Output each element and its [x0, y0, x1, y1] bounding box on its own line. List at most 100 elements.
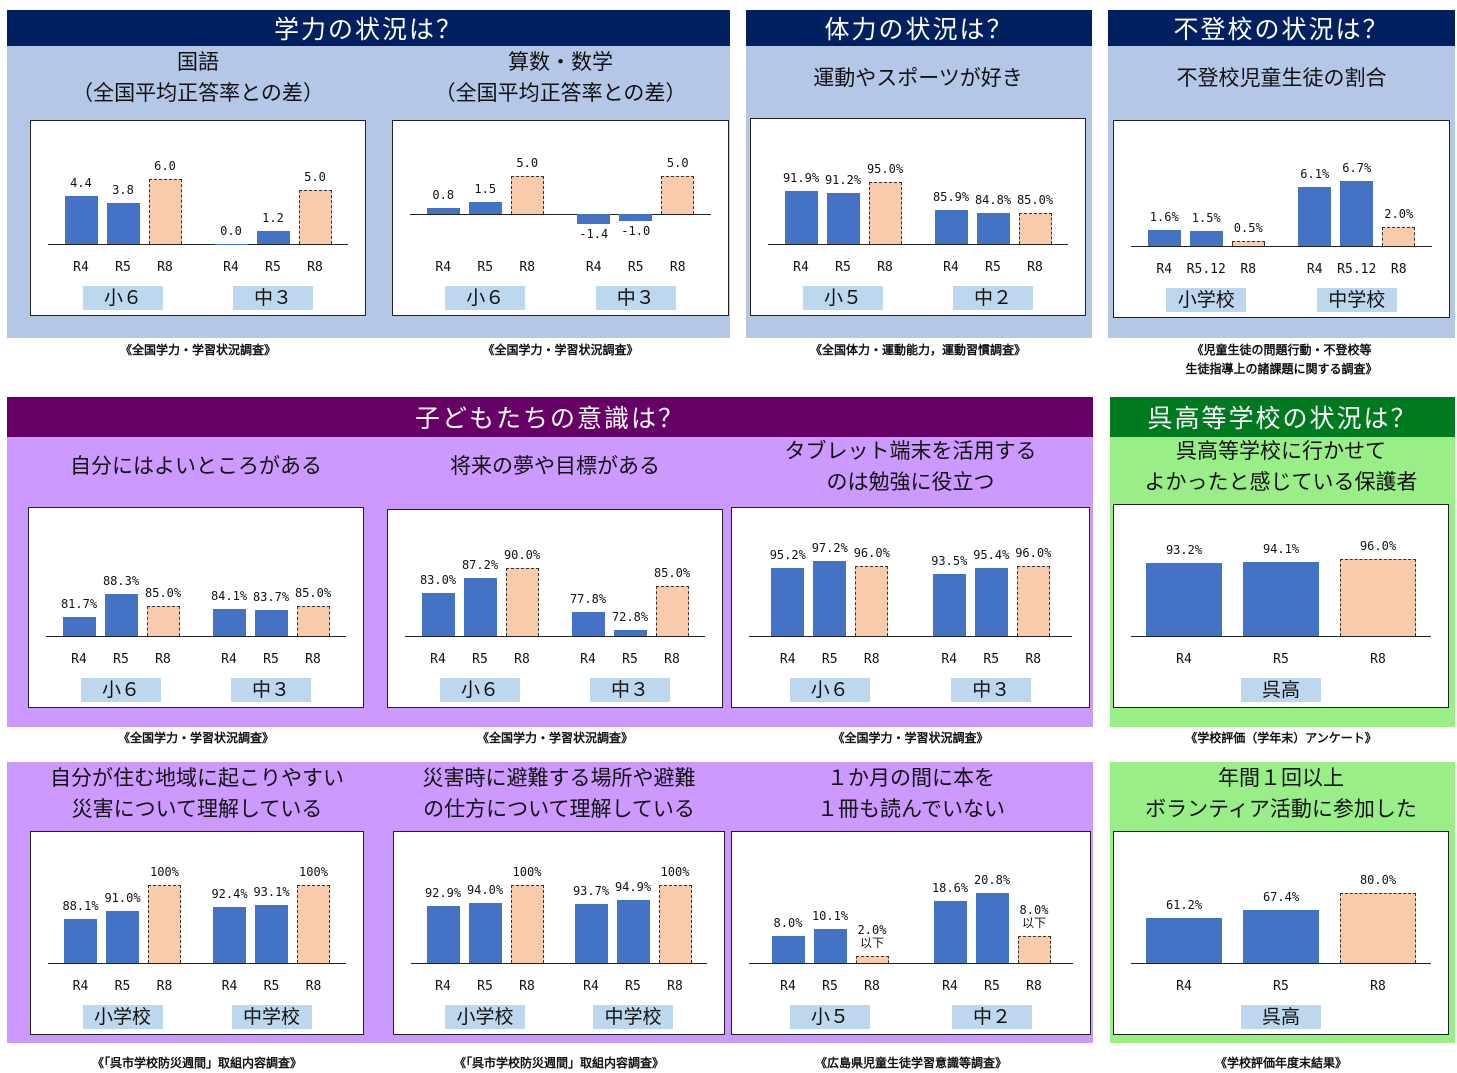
value-label: 80.0%: [1348, 874, 1408, 887]
x-tick-label: R8: [145, 979, 185, 994]
value-label: 3.8: [93, 184, 153, 197]
chart-box: [731, 831, 1091, 1035]
value-label: 94.9%: [603, 881, 663, 894]
x-tick-label: R5: [823, 260, 863, 275]
value-label: 1.2: [243, 212, 303, 225]
x-tick-label: R8: [145, 260, 185, 275]
x-tick-label: R4: [1144, 262, 1184, 277]
chart-title: 不登校児童生徒の割合: [1093, 63, 1457, 94]
axis-line: [410, 214, 711, 215]
bar: [1340, 559, 1416, 636]
group-label: 中３: [590, 678, 670, 702]
value-label: 0.0: [201, 225, 261, 238]
bar: [1340, 893, 1416, 963]
value-label: 85.0%: [1005, 194, 1065, 207]
x-tick-label: R5: [252, 979, 292, 994]
group-label: 中３: [596, 286, 676, 310]
x-tick-label: R8: [655, 979, 695, 994]
value-label: 96.0%: [842, 547, 902, 560]
group-label: 小６: [83, 286, 163, 310]
value-label: -1.0: [606, 225, 666, 238]
bar: [619, 214, 652, 222]
bar: [977, 213, 1010, 244]
bar: [1018, 936, 1051, 963]
value-label: 96.0%: [1348, 540, 1408, 553]
group-label: 中３: [233, 286, 313, 310]
x-tick-label: R4: [571, 979, 611, 994]
bar: [656, 586, 689, 636]
group-label: 小６: [445, 286, 525, 310]
x-tick-label: R4: [211, 260, 251, 275]
bar: [975, 568, 1008, 636]
bar: [856, 956, 889, 963]
x-tick-label: R5: [1261, 979, 1301, 994]
value-label: 100%: [284, 866, 344, 879]
x-tick-label: R5: [103, 979, 143, 994]
bar: [107, 203, 140, 244]
x-tick-label: R4: [423, 260, 463, 275]
x-tick-label: R4: [59, 652, 99, 667]
chart-title: 呉高等学校に行かせて よかったと感じている保護者: [1093, 436, 1457, 498]
section-header: 体力の状況は？: [746, 10, 1092, 46]
axis-line: [1131, 963, 1431, 964]
section-header: 呉高等学校の状況は？: [1110, 397, 1455, 437]
bar: [422, 593, 455, 636]
value-label: 5.0: [497, 157, 557, 170]
bar: [1243, 562, 1319, 636]
value-label: 8.0% 以下: [1004, 904, 1064, 930]
axis-line: [48, 244, 348, 245]
axis-line: [749, 636, 1072, 637]
bar: [63, 617, 96, 636]
bar: [511, 885, 544, 963]
x-tick-label: R5: [613, 979, 653, 994]
x-tick-label: R8: [1014, 979, 1054, 994]
bar: [785, 191, 818, 244]
axis-line: [411, 963, 707, 964]
x-tick-label: R5: [103, 260, 143, 275]
value-label: 93.2%: [1154, 544, 1214, 557]
bar: [148, 885, 181, 963]
bar: [297, 606, 330, 636]
bar: [213, 907, 246, 963]
value-label: 5.0: [285, 171, 345, 184]
group-label: 中２: [952, 1005, 1032, 1029]
chart-title: 年間１回以上 ボランティア活動に参加した: [1093, 763, 1457, 825]
source-note: 《全国学力・学習状況調査》: [10, 341, 386, 360]
group-label: 中学校: [1317, 288, 1397, 312]
chart-title: 自分が住む地域に起こりやすい 災害について理解している: [10, 763, 384, 825]
x-tick-label: R8: [865, 260, 905, 275]
source-note: 《「呉市学校防災週間」取組内容調査》: [373, 1054, 745, 1073]
value-label: 95.0%: [855, 163, 915, 176]
source-note: 《全国体力・運動能力，運動習慣調査》: [730, 341, 1106, 360]
bar: [614, 630, 647, 636]
value-label: 91.0%: [93, 892, 153, 905]
x-tick-label: R5: [1261, 652, 1301, 667]
group-label: 中学校: [593, 1005, 673, 1029]
bar: [855, 566, 888, 636]
group-label: 小学校: [83, 1005, 163, 1029]
group-label: 小学校: [1166, 288, 1246, 312]
x-tick-label: R4: [931, 260, 971, 275]
x-tick-label: R8: [507, 260, 547, 275]
bar: [464, 578, 497, 636]
x-tick-label: R4: [781, 260, 821, 275]
x-tick-label: R8: [658, 260, 698, 275]
value-label: 91.2%: [813, 174, 873, 187]
x-tick-label: R4: [768, 979, 808, 994]
section-header: 不登校の状況は？: [1108, 10, 1455, 46]
bar: [427, 906, 460, 963]
axis-line: [749, 963, 1073, 964]
value-label: 94.0%: [455, 884, 515, 897]
x-tick-label: R4: [1295, 262, 1335, 277]
axis-line: [768, 244, 1068, 245]
chart-title: １か月の間に本を １冊も読んでいない: [711, 763, 1111, 825]
bar: [869, 182, 902, 244]
value-label: 67.4%: [1251, 891, 1311, 904]
value-label: 90.0%: [492, 549, 552, 562]
bar: [577, 214, 610, 225]
bar: [1019, 213, 1052, 244]
axis-line: [1131, 636, 1431, 637]
group-label: 小５: [790, 1005, 870, 1029]
x-tick-label: R4: [418, 652, 458, 667]
x-tick-label: R8: [1379, 262, 1419, 277]
